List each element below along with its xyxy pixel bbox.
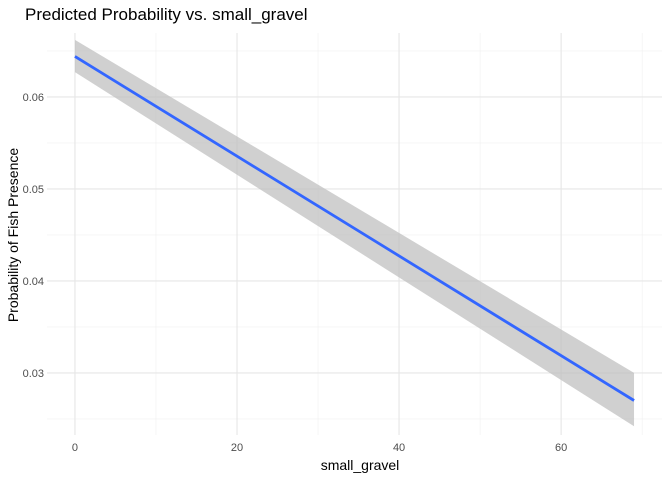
fitted-line [74,55,635,402]
y-tick-label: 0.04 [23,276,44,288]
x-tick-label: 20 [231,442,243,454]
confidence-band-layer [74,39,635,427]
x-tick-label: 60 [555,442,567,454]
y-tick-label: 0.05 [23,184,44,196]
confidence-band [74,39,635,427]
y-tick-label: 0.03 [23,368,44,380]
x-tick-labels: 0 20 40 60 [72,442,567,454]
series-line-layer [74,55,635,402]
x-axis-title: small_gravel [321,457,400,473]
x-tick-label: 40 [393,442,405,454]
y-axis-title: Probability of Fish Presence [5,148,21,323]
x-tick-label: 0 [72,442,78,454]
minor-gridlines [47,33,662,435]
chart-title: Predicted Probability vs. small_gravel [25,5,308,24]
y-tick-labels: 0.03 0.04 0.05 0.06 [23,92,44,380]
y-tick-label: 0.06 [23,92,44,104]
